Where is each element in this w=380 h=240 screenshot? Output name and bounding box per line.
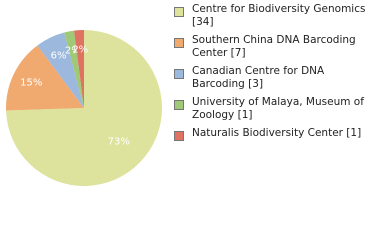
legend-item: Centre for Biodiversity Genomics [34]	[174, 3, 374, 29]
legend-item: Southern China DNA Barcoding Center [7]	[174, 34, 374, 60]
slice-label: 6%	[51, 50, 67, 61]
legend-label: Naturalis Biodiversity Center [1]	[192, 127, 362, 139]
legend-label: University of Malaya, Museum of Zoology …	[192, 96, 364, 121]
pie-slice	[74, 30, 84, 108]
pie-slice	[37, 32, 84, 108]
slice-label: 2%	[65, 46, 81, 57]
legend-swatch	[174, 69, 184, 79]
legend-label: Canadian Centre for DNA Barcoding [3]	[192, 65, 325, 90]
legend-swatch	[174, 100, 184, 110]
pie-slice	[6, 30, 163, 186]
legend-swatch	[174, 38, 184, 48]
chart: 73%15%6%2%2%	[5, 30, 163, 186]
legend-swatch	[174, 131, 184, 141]
pie-slice	[64, 30, 84, 108]
slice-label: 15%	[20, 78, 42, 89]
pie-slice	[5, 45, 84, 111]
slice-label: 2%	[72, 45, 88, 56]
legend-label: Centre for Biodiversity Genomics [34]	[192, 3, 366, 28]
slice-label: 73%	[108, 137, 130, 148]
legend-label: Southern China DNA Barcoding Center [7]	[192, 34, 356, 59]
legend-swatch	[174, 7, 184, 17]
legend-item: Canadian Centre for DNA Barcoding [3]	[174, 65, 374, 91]
legend: Centre for Biodiversity Genomics [34] Sou…	[174, 3, 374, 145]
legend-item: University of Malaya, Museum of Zoology …	[174, 96, 374, 122]
legend-item: Naturalis Biodiversity Center [1]	[174, 127, 374, 141]
